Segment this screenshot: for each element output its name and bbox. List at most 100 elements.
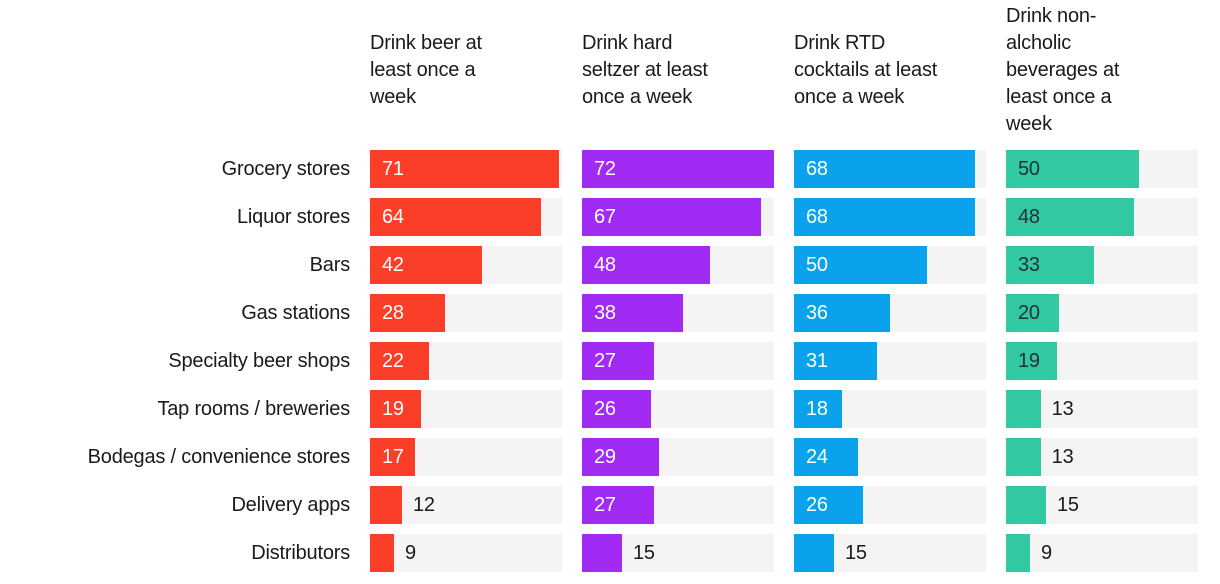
bar-track: 64 (370, 198, 562, 236)
column-header-hard-seltzer: Drink hard seltzer at least once a week (582, 31, 708, 108)
bar: 29 (582, 438, 660, 476)
value-label: 12 (413, 493, 435, 516)
value-label: 68 (806, 205, 828, 228)
bar-track: 18 (794, 390, 986, 428)
bar-track: 17 (370, 438, 562, 476)
bar: 68 (794, 198, 976, 236)
column-header-beer: Drink beer at least once a week (370, 31, 482, 108)
value-label: 64 (382, 205, 404, 228)
bar-track: 15 (582, 534, 774, 572)
bar (794, 534, 834, 572)
value-label: 33 (1018, 253, 1040, 276)
bar-track: 50 (1006, 150, 1198, 188)
bar (1006, 438, 1041, 476)
bar: 24 (794, 438, 858, 476)
bar: 22 (370, 342, 429, 380)
bar-track: 29 (582, 438, 774, 476)
bar-track: 27 (582, 342, 774, 380)
bar: 48 (582, 246, 710, 284)
bar-track: 26 (794, 486, 986, 524)
bar (582, 534, 622, 572)
value-label: 36 (806, 301, 828, 324)
row-label: Liquor stores (236, 206, 350, 228)
value-label: 50 (806, 253, 828, 276)
bar-track: 50 (794, 246, 986, 284)
bar: 48 (1006, 198, 1134, 236)
bar-track: 28 (370, 294, 562, 332)
bar: 72 (582, 150, 774, 188)
bar (370, 534, 394, 572)
column-header-non-alcoholic: Drink non- alcholic beverages at least o… (1006, 4, 1120, 135)
bar-track: 48 (1006, 198, 1198, 236)
value-label: 38 (594, 301, 616, 324)
value-label: 19 (382, 397, 404, 420)
value-label: 9 (405, 541, 416, 564)
bar-track: 67 (582, 198, 774, 236)
bar-track: 13 (1006, 390, 1198, 428)
bar-track: 31 (794, 342, 986, 380)
bar (1006, 486, 1046, 524)
bar-track: 72 (582, 150, 774, 188)
bar-track: 38 (582, 294, 774, 332)
bar: 50 (794, 246, 928, 284)
bar: 20 (1006, 294, 1060, 332)
value-label: 48 (1018, 205, 1040, 228)
chart-grid: Drink beer at least once a week Drink ha… (0, 0, 1198, 572)
value-label: 28 (382, 301, 404, 324)
bar: 26 (582, 390, 652, 428)
bar-track: 20 (1006, 294, 1198, 332)
bar: 71 (370, 150, 560, 188)
bar: 67 (582, 198, 761, 236)
bar-track: 12 (370, 486, 562, 524)
bar-track: 15 (794, 534, 986, 572)
bar-track: 48 (582, 246, 774, 284)
value-label: 19 (1018, 349, 1040, 372)
bar: 28 (370, 294, 445, 332)
value-label: 22 (382, 349, 404, 372)
value-label: 67 (594, 205, 616, 228)
value-label: 27 (594, 349, 616, 372)
bar-track: 42 (370, 246, 562, 284)
bar-track: 9 (370, 534, 562, 572)
value-label: 15 (845, 541, 867, 564)
bar-track: 33 (1006, 246, 1198, 284)
bar: 38 (582, 294, 684, 332)
bar: 18 (794, 390, 842, 428)
column-header-rtd-cocktails: Drink RTD cocktails at least once a week (794, 31, 938, 108)
bar: 33 (1006, 246, 1094, 284)
value-label: 15 (1057, 493, 1079, 516)
bar (370, 486, 402, 524)
row-label: Tap rooms / breweries (157, 398, 350, 420)
value-label: 18 (806, 397, 828, 420)
bar: 19 (1006, 342, 1057, 380)
bar-track: 15 (1006, 486, 1198, 524)
value-label: 20 (1018, 301, 1040, 324)
value-label: 31 (806, 349, 828, 372)
value-label: 9 (1041, 541, 1052, 564)
value-label: 13 (1051, 397, 1074, 420)
value-label: 71 (382, 157, 404, 180)
value-label: 68 (806, 157, 828, 180)
bar: 68 (794, 150, 976, 188)
row-label: Specialty beer shops (168, 350, 350, 372)
value-label: 26 (594, 397, 616, 420)
value-label: 15 (633, 541, 655, 564)
bar: 50 (1006, 150, 1140, 188)
bar-track: 26 (582, 390, 774, 428)
bar-track: 36 (794, 294, 986, 332)
bar: 64 (370, 198, 541, 236)
bar-track: 19 (370, 390, 562, 428)
value-label: 24 (806, 445, 828, 468)
value-label: 42 (382, 253, 404, 276)
value-label: 13 (1051, 445, 1074, 468)
value-label: 27 (594, 493, 616, 516)
bar-track: 13 (1006, 438, 1198, 476)
bar-track: 9 (1006, 534, 1198, 572)
bar: 27 (582, 342, 654, 380)
bar-track: 24 (794, 438, 986, 476)
bar (1006, 390, 1041, 428)
value-label: 72 (594, 157, 616, 180)
bar-track: 68 (794, 198, 986, 236)
header-spacer (0, 0, 350, 140)
